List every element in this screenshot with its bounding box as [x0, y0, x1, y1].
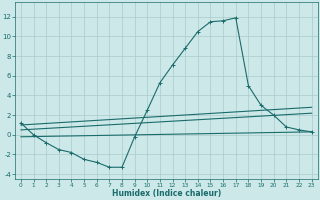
X-axis label: Humidex (Indice chaleur): Humidex (Indice chaleur): [112, 189, 221, 198]
